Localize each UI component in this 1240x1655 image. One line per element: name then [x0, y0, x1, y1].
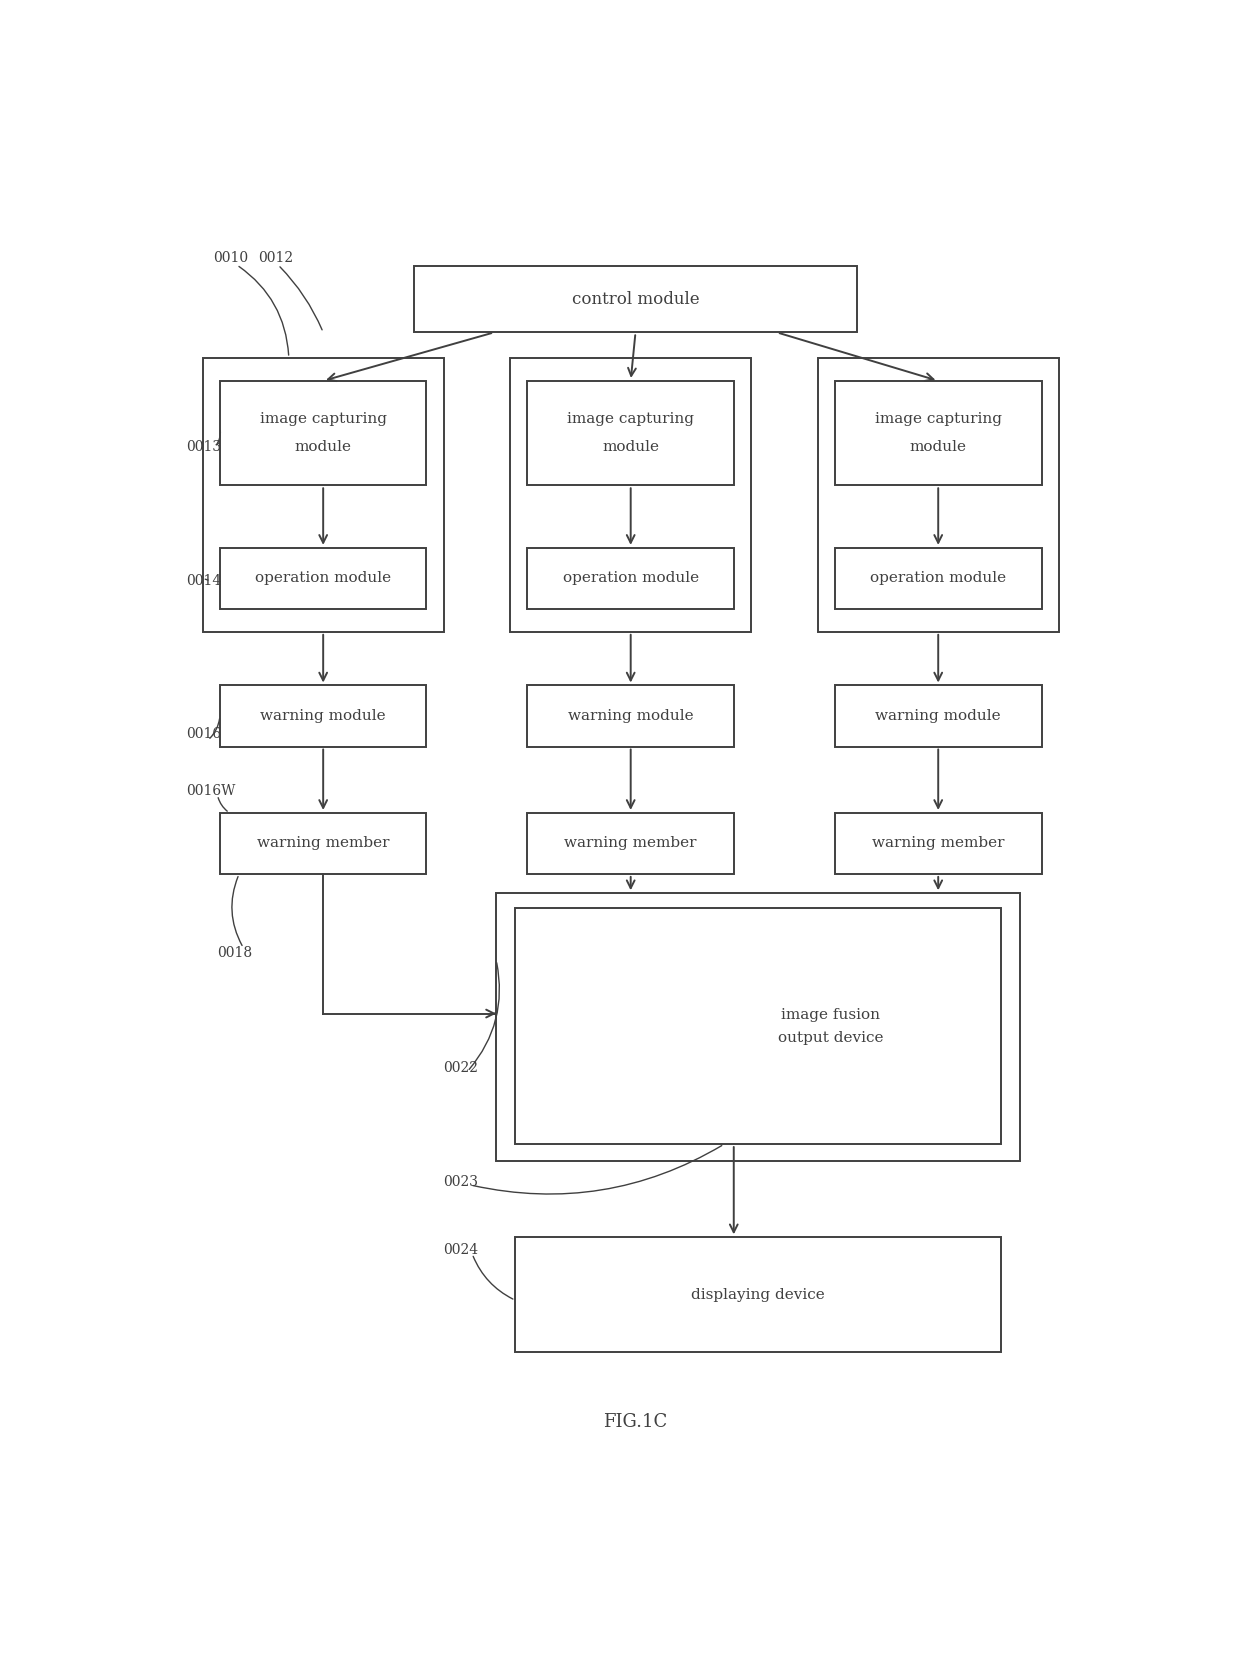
- Bar: [219, 813, 427, 874]
- Text: 0023: 0023: [444, 1175, 479, 1190]
- Text: image capturing: image capturing: [567, 412, 694, 427]
- Bar: [817, 357, 1059, 632]
- Text: displaying device: displaying device: [691, 1288, 825, 1301]
- Text: image capturing: image capturing: [874, 412, 1002, 427]
- Text: module: module: [603, 440, 660, 453]
- Text: 0010: 0010: [213, 252, 248, 265]
- Bar: [510, 357, 751, 632]
- Bar: [527, 685, 734, 746]
- Text: module: module: [910, 440, 967, 453]
- Bar: [527, 381, 734, 485]
- Text: 0014: 0014: [186, 574, 221, 588]
- Bar: [219, 548, 427, 609]
- Text: 0018: 0018: [217, 947, 253, 960]
- Bar: [516, 909, 1001, 1144]
- Text: warning member: warning member: [257, 836, 389, 851]
- Bar: [835, 685, 1042, 746]
- Bar: [219, 381, 427, 485]
- Text: image capturing: image capturing: [259, 412, 387, 427]
- Bar: [516, 1238, 1001, 1352]
- Bar: [202, 357, 444, 632]
- Bar: [835, 381, 1042, 485]
- Text: operation module: operation module: [563, 571, 699, 586]
- Bar: [414, 266, 857, 333]
- Text: FIG.1C: FIG.1C: [604, 1413, 667, 1432]
- Text: module: module: [295, 440, 352, 453]
- Text: image fusion
output device: image fusion output device: [777, 1008, 884, 1044]
- Text: 0013: 0013: [186, 440, 221, 453]
- Text: 0016: 0016: [186, 727, 221, 741]
- Text: warning member: warning member: [564, 836, 697, 851]
- Text: 0012: 0012: [258, 252, 293, 265]
- Text: 0016W: 0016W: [186, 784, 236, 798]
- Bar: [527, 548, 734, 609]
- Bar: [527, 813, 734, 874]
- Bar: [835, 813, 1042, 874]
- Text: operation module: operation module: [870, 571, 1007, 586]
- Text: 0024: 0024: [444, 1243, 479, 1256]
- Bar: [219, 685, 427, 746]
- Text: warning module: warning module: [875, 708, 1001, 723]
- Text: 0022: 0022: [444, 1061, 479, 1074]
- Text: operation module: operation module: [255, 571, 392, 586]
- Text: control module: control module: [572, 291, 699, 308]
- Bar: [496, 894, 1019, 1160]
- Text: warning module: warning module: [568, 708, 693, 723]
- Text: warning member: warning member: [872, 836, 1004, 851]
- Bar: [835, 548, 1042, 609]
- Text: warning module: warning module: [260, 708, 386, 723]
